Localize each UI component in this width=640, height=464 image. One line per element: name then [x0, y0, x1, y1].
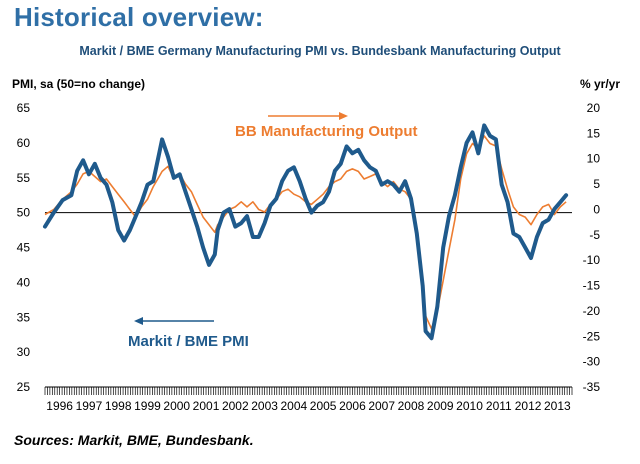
y2-tick-label: -15: [583, 279, 601, 293]
y2-tick-label: -5: [589, 228, 600, 242]
y2-tick-label: 10: [587, 152, 601, 166]
right-axis-label: % yr/yr: [579, 77, 620, 91]
x-tick-label: 2011: [486, 399, 512, 413]
source-note: Sources: Markit, BME, Bundesbank.: [14, 432, 254, 448]
y2-tick-label: -35: [583, 380, 601, 394]
y2-tick-label: -10: [583, 253, 601, 267]
annotation-layer: BB Manufacturing Output Markit / BME PMI: [128, 112, 417, 350]
x-tick-label: 1998: [105, 399, 132, 413]
y-tick-label: 35: [17, 310, 31, 324]
x-tick-label: 2007: [368, 399, 395, 413]
x-tick-label: 2013: [544, 399, 571, 413]
x-tick-label: 2009: [427, 399, 454, 413]
y2-tick-label: 0: [593, 202, 600, 216]
series-line-bb-manufacturing-output: [44, 135, 567, 330]
y2-tick-label: -25: [583, 329, 601, 343]
series-layer: [43, 123, 569, 341]
y2-tick-label: 5: [593, 177, 600, 191]
y-tick-label: 45: [17, 241, 31, 255]
pmi-arrow-head: [134, 317, 143, 325]
axes-layer: 1996 1997 1998 1999 2000 2001 2002 2003 2004 2005…: [17, 101, 601, 413]
x-tick-label: 2012: [515, 399, 542, 413]
y2-tick-label: 15: [587, 126, 601, 140]
y-tick-label: 40: [17, 275, 31, 289]
x-tick-label: 2005: [310, 399, 337, 413]
x-tick-label: 2003: [251, 399, 278, 413]
x-tick-label: 1999: [134, 399, 161, 413]
x-tick-label: 2001: [193, 399, 220, 413]
x-tick-label: 2010: [456, 399, 483, 413]
y-tick-label: 30: [17, 345, 31, 359]
x-tick-label: 2002: [222, 399, 249, 413]
y-tick-label: 25: [17, 380, 31, 394]
page-title: Historical overview:: [14, 2, 264, 32]
left-axis-label: PMI, sa (50=no change): [12, 77, 146, 91]
x-tick-label: 2006: [339, 399, 366, 413]
y2-tick-label: -30: [583, 355, 601, 369]
x-tick-label: 2000: [163, 399, 190, 413]
y-tick-label: 65: [17, 101, 31, 115]
pmi-annotation-label: Markit / BME PMI: [128, 333, 249, 350]
output-annotation-label: BB Manufacturing Output: [235, 123, 417, 140]
y-tick-label: 55: [17, 171, 31, 185]
output-arrow-head: [339, 112, 348, 120]
x-tick-label: 2008: [398, 399, 425, 413]
chart-title: Markit / BME Germany Manufacturing PMI v…: [79, 44, 561, 58]
y2-tick-label: 20: [587, 101, 601, 115]
y-tick-label: 60: [17, 136, 31, 150]
y2-tick-label: -20: [583, 304, 601, 318]
x-tick-label: 1997: [76, 399, 103, 413]
x-tick-label: 1996: [46, 399, 73, 413]
x-tick-label: 2004: [281, 399, 308, 413]
series-line-markit-bme-pmi: [43, 123, 569, 341]
y-tick-label: 50: [17, 206, 31, 220]
